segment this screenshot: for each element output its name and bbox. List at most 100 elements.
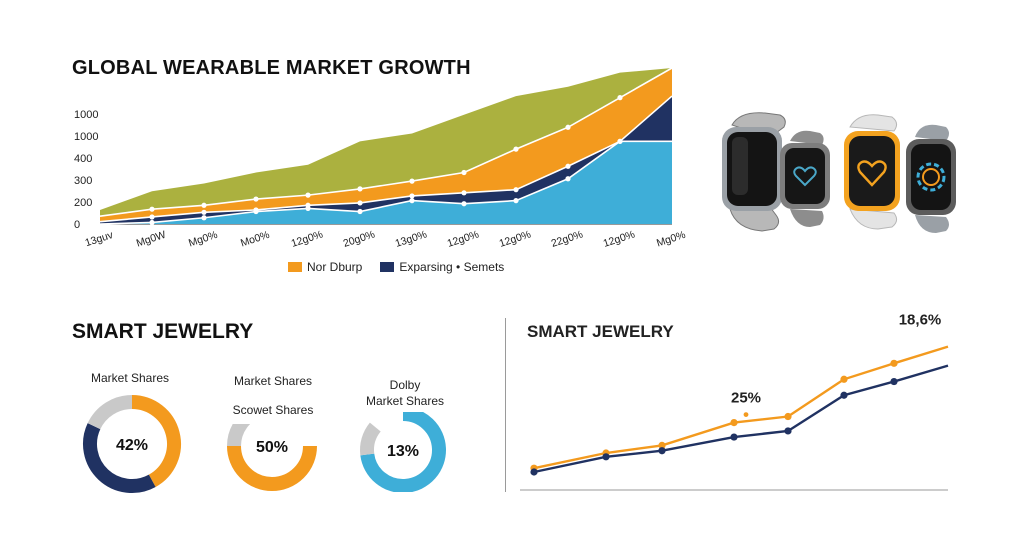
data-point — [513, 146, 519, 152]
y-tick-label: 200 — [74, 197, 92, 209]
data-point — [305, 192, 311, 198]
data-point — [253, 208, 259, 215]
x-tick-label: 12g0% — [498, 228, 533, 250]
legend-item-orange: Nor Dburp — [288, 260, 362, 274]
data-point — [357, 208, 363, 215]
donut2-label: Market Shares — [233, 374, 313, 388]
annotation-dot — [743, 412, 749, 417]
donut-slice-orange — [131, 395, 181, 487]
data-point — [461, 190, 467, 196]
line-point — [890, 359, 898, 367]
area-series-blue — [100, 141, 672, 224]
data-point — [617, 138, 623, 144]
smartwatch-heart-icon — [780, 130, 830, 227]
donut-slice-gray — [87, 395, 133, 430]
donut-chart-2: 50% — [227, 424, 317, 491]
data-point — [149, 214, 155, 220]
line-series-navy — [533, 364, 949, 474]
data-point — [565, 124, 571, 130]
donut-center-label: 50% — [256, 439, 288, 456]
data-point — [513, 187, 519, 193]
donut3-label: Dolby — [389, 378, 421, 392]
line-point — [530, 468, 538, 476]
area-edge-orange — [99, 67, 673, 217]
line-point — [658, 441, 666, 449]
y-tick-label: 400 — [74, 153, 92, 165]
data-point — [409, 193, 415, 199]
legend-swatch-navy — [380, 262, 395, 272]
data-point — [565, 163, 571, 169]
data-point — [513, 198, 519, 204]
data-point — [409, 198, 415, 204]
donut2-sublabel: Scowet Shares — [232, 403, 314, 417]
donut-chart-3: 13% — [360, 412, 446, 492]
jewelry-right-title: SMART JEWELRY — [527, 322, 674, 341]
wearable-devices-illustration — [722, 112, 956, 233]
line-point — [602, 453, 610, 461]
x-tick-label: Mg0W — [135, 229, 168, 250]
donut-center-label: 42% — [116, 437, 148, 454]
data-point — [461, 169, 467, 176]
area-edge-navy — [99, 95, 673, 223]
x-tick-label: 13guv — [84, 229, 116, 249]
line-point — [840, 375, 848, 383]
annotation-label: 18,6% — [899, 312, 942, 329]
legend-label-orange: Nor Dburp — [307, 260, 363, 274]
line-point — [730, 433, 738, 441]
donut-slice-gray — [360, 422, 381, 456]
donut-slice-gray — [227, 424, 251, 447]
area-series-navy — [100, 96, 672, 224]
data-point — [201, 202, 207, 208]
data-point — [201, 209, 207, 215]
smartwatch-large-icon — [722, 112, 786, 232]
line-point — [730, 419, 738, 427]
line-point — [784, 427, 792, 435]
line-point — [784, 412, 792, 421]
y-tick-label: 1000 — [74, 109, 98, 121]
data-point — [253, 196, 259, 202]
line-series-orange — [533, 345, 949, 470]
line-point — [658, 447, 666, 455]
y-tick-label: 1000 — [74, 131, 98, 143]
data-point — [149, 219, 155, 226]
donut-slice-orange — [227, 445, 317, 491]
x-tick-label: 12g0% — [290, 228, 325, 250]
x-tick-label: Mo0% — [239, 229, 271, 250]
donut3-sublabel: Market Shares — [365, 394, 445, 408]
jewelry-left-title: SMART JEWELRY — [72, 320, 254, 343]
data-point — [617, 95, 623, 101]
smartwatch-activity-icon — [906, 124, 956, 233]
donut-slice-navy — [83, 423, 156, 493]
data-point — [461, 201, 467, 207]
x-tick-label: 12g0% — [446, 228, 481, 250]
y-tick-label: 0 — [74, 219, 80, 231]
line-chart: 25% 18,6% — [520, 312, 949, 491]
data-point — [357, 186, 363, 192]
line-point — [840, 391, 848, 399]
data-point — [305, 205, 311, 211]
data-point — [357, 200, 363, 206]
page-title: GLOBAL WEARABLE MARKET GROWTH — [72, 57, 471, 79]
section-divider — [505, 318, 506, 492]
data-point — [201, 215, 207, 221]
area-edge-blue — [99, 140, 672, 225]
data-point — [149, 206, 155, 212]
area-chart: 0 200 300 400 1000 1000 13guv Mg0W Mg0% Mo0% 12g0%… — [74, 67, 687, 250]
legend-item-navy: Exparsing • Semets — [380, 260, 504, 274]
x-tick-label: 22g0% — [550, 228, 585, 250]
x-tick-label: Mg0% — [655, 229, 687, 250]
x-tick-label: Mg0% — [187, 229, 219, 250]
line-point — [890, 377, 898, 386]
x-tick-label: 20g0% — [342, 228, 377, 250]
data-point — [409, 178, 415, 184]
legend-label-navy: Exparsing • Semets — [399, 260, 505, 274]
donut-slice-blue — [360, 412, 446, 492]
donut1-label: Market Shares — [90, 371, 170, 385]
y-tick-label: 300 — [74, 175, 92, 187]
data-point — [565, 176, 571, 182]
legend-swatch-orange — [288, 262, 302, 272]
x-tick-label: 13g0% — [394, 228, 429, 250]
area-legend: Nor Dburp Exparsing • Semets — [288, 260, 504, 274]
donut-center-label: 13% — [387, 443, 419, 460]
annotation-label: 25% — [731, 390, 761, 407]
